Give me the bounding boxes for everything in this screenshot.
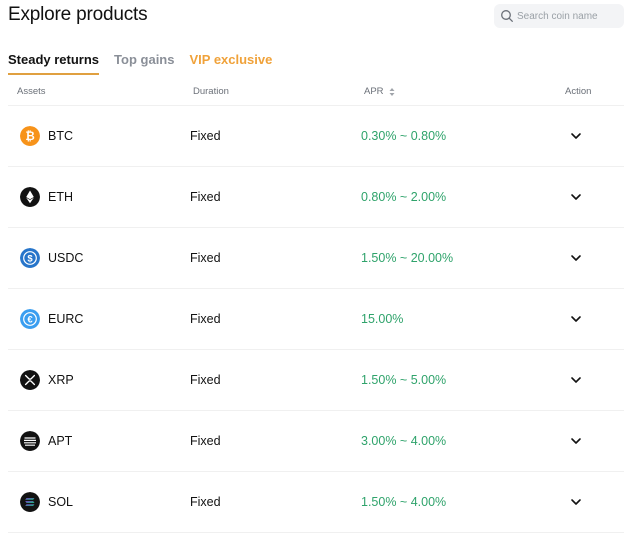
duration-value: Fixed (190, 495, 221, 509)
apr-value: 1.50% ~ 5.00% (361, 373, 447, 387)
product-tabs: Steady returns Top gains VIP exclusive (8, 52, 287, 75)
eth-icon (20, 187, 40, 207)
table-row[interactable]: APT Fixed 3.00% ~ 4.00% (8, 411, 624, 472)
svg-text:€: € (27, 315, 33, 326)
apr-value: 1.50% ~ 20.00% (361, 251, 454, 265)
apt-icon (20, 431, 40, 451)
asset-name: EURC (48, 312, 84, 326)
svg-text:$: $ (27, 254, 33, 265)
duration-value: Fixed (190, 373, 221, 387)
chevron-down-icon[interactable] (569, 251, 583, 265)
sol-icon (20, 492, 40, 512)
asset-name: BTC (48, 129, 73, 143)
column-header-apr[interactable]: APR (364, 86, 396, 97)
column-header-action: Action (565, 86, 592, 97)
chevron-down-icon[interactable] (569, 373, 583, 387)
asset-name: USDC (48, 251, 84, 265)
apr-value: 15.00% (361, 312, 404, 326)
table-header: Assets Duration APR Action (8, 80, 624, 106)
tab-steady-returns[interactable]: Steady returns (8, 52, 100, 75)
page-header: Explore products (8, 4, 624, 28)
search-icon (501, 10, 513, 22)
table-row[interactable]: ETH Fixed 0.80% ~ 2.00% (8, 167, 624, 228)
asset-name: ETH (48, 190, 73, 204)
asset-name: APT (48, 434, 73, 448)
apr-header-label: APR (364, 86, 384, 97)
duration-value: Fixed (190, 129, 221, 143)
page-title: Explore products (8, 4, 148, 25)
chevron-down-icon[interactable] (569, 495, 583, 509)
table-row[interactable]: ₿ BTC Fixed 0.30% ~ 0.80% (8, 106, 624, 167)
table-row[interactable]: $ USDC Fixed 1.50% ~ 20.00% (8, 228, 624, 289)
chevron-down-icon[interactable] (569, 312, 583, 326)
search-input[interactable] (517, 10, 617, 22)
chevron-down-icon[interactable] (569, 434, 583, 448)
asset-name: XRP (48, 373, 74, 387)
apr-value: 0.80% ~ 2.00% (361, 190, 447, 204)
table-row[interactable]: SOL Fixed 1.50% ~ 4.00% (8, 472, 624, 533)
duration-value: Fixed (190, 434, 221, 448)
sort-icon[interactable] (388, 87, 396, 97)
usdc-icon: $ (20, 248, 40, 268)
tab-top-gains[interactable]: Top gains (114, 52, 175, 67)
tab-vip-exclusive[interactable]: VIP exclusive (189, 52, 273, 67)
btc-icon: ₿ (20, 126, 40, 146)
products-table: Assets Duration APR Action ₿ BTC Fixed 0… (8, 80, 624, 533)
chevron-down-icon[interactable] (569, 190, 583, 204)
duration-value: Fixed (190, 312, 221, 326)
svg-text:₿: ₿ (25, 131, 34, 143)
apr-value: 0.30% ~ 0.80% (361, 129, 447, 143)
column-header-assets: Assets (17, 86, 46, 97)
duration-value: Fixed (190, 190, 221, 204)
table-row[interactable]: XRP Fixed 1.50% ~ 5.00% (8, 350, 624, 411)
xrp-icon (20, 370, 40, 390)
column-header-duration: Duration (193, 86, 229, 97)
chevron-down-icon[interactable] (569, 129, 583, 143)
apr-value: 3.00% ~ 4.00% (361, 434, 447, 448)
asset-name: SOL (48, 495, 74, 509)
apr-value: 1.50% ~ 4.00% (361, 495, 447, 509)
table-row[interactable]: € EURC Fixed 15.00% (8, 289, 624, 350)
search-box[interactable] (494, 4, 624, 28)
duration-value: Fixed (190, 251, 221, 265)
eurc-icon: € (20, 309, 40, 329)
